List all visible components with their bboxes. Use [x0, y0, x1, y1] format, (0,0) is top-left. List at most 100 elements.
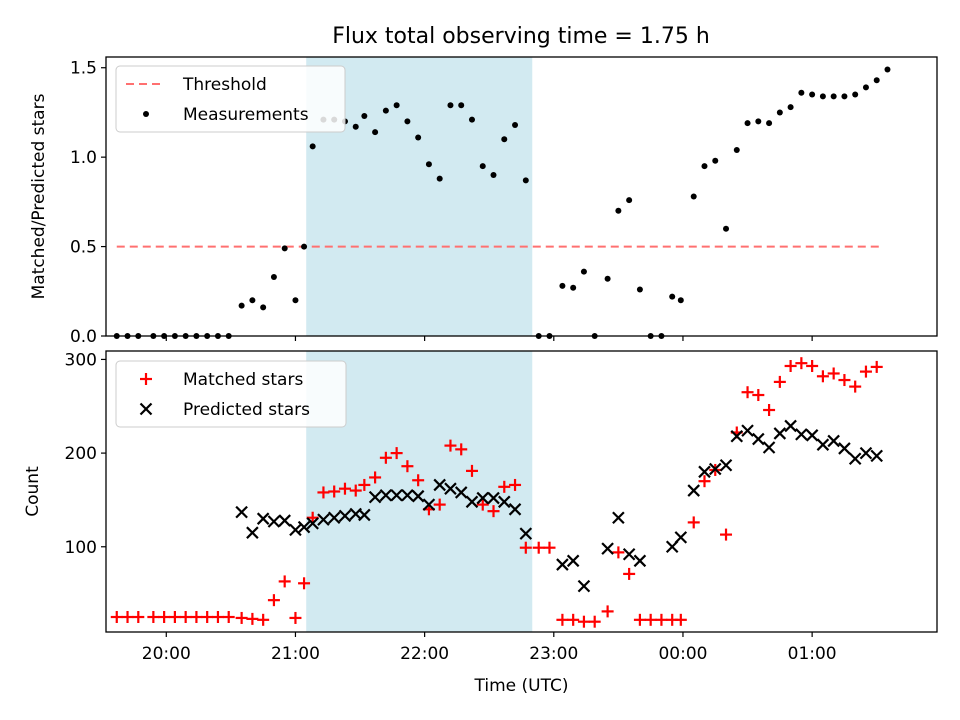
predicted-star-marker: [465, 495, 479, 509]
bottom-panel: 100 200 300 20:00 21:00 22:00 23:00 00:00 01:00 C…: [23, 350, 938, 696]
matched-star-marker: [633, 613, 646, 626]
predicted-star-marker: [235, 505, 248, 519]
matched-star-marker: [816, 370, 829, 383]
predicted-star-marker: [519, 527, 533, 540]
x-stroke-b: [816, 438, 830, 451]
y-tick-label: 100: [65, 538, 97, 558]
x-stroke-b: [687, 484, 701, 497]
x-stroke-b: [422, 498, 436, 511]
x-tick-label: 01:00: [788, 644, 837, 664]
x-stroke-b: [519, 527, 533, 540]
matched-star-marker: [612, 546, 625, 559]
predicted-star-marker: [411, 489, 425, 503]
matched-star-marker: [795, 357, 808, 370]
legend-label: Matched stars: [183, 370, 303, 390]
predicted-star-marker: [730, 429, 744, 443]
measurement-point: [458, 102, 465, 109]
matched-star-marker: [577, 615, 590, 628]
x-stroke-b: [870, 449, 883, 463]
predicted-star-marker: [278, 514, 291, 527]
x-stroke-b: [454, 486, 468, 499]
x-stroke-b: [433, 478, 446, 492]
measurement-point: [490, 172, 497, 179]
matched-star-marker: [763, 404, 776, 417]
matched-star-marker: [401, 460, 414, 473]
matched-star-marker: [289, 611, 302, 624]
measurement-point: [415, 134, 422, 141]
matched-star-marker: [412, 474, 425, 487]
x-stroke-b: [235, 505, 248, 519]
y-tick-label: 0.5: [70, 238, 97, 258]
predicted-star-marker: [674, 531, 688, 544]
x-stroke-b: [795, 428, 808, 441]
x-stroke-b: [674, 531, 688, 544]
x-stroke-b: [267, 515, 281, 528]
measurement-point: [281, 245, 288, 252]
y-tick-label: 1.5: [70, 59, 97, 79]
legend-box: [115, 65, 346, 133]
legend-label: Measurements: [183, 105, 309, 125]
measurement-point: [841, 93, 848, 100]
matched-star-marker: [567, 613, 580, 626]
measurement-point: [301, 243, 308, 250]
predicted-star-marker: [390, 488, 403, 502]
x-stroke-b: [577, 579, 591, 593]
matched-star-marker: [201, 611, 214, 624]
matched-star-marker: [556, 613, 569, 626]
legend: Threshold Measurements: [115, 65, 346, 133]
matched-star-marker: [741, 386, 754, 399]
predicted-star-marker: [784, 419, 797, 433]
matched-star-marker: [317, 486, 330, 499]
matched-star-marker: [455, 443, 468, 456]
x-tick-label: 21:00: [271, 644, 320, 664]
predicted-star-marker: [633, 554, 647, 568]
predicted-star-marker: [368, 490, 382, 504]
measurement-point: [755, 118, 762, 125]
predicted-star-marker: [827, 434, 840, 448]
predicted-star-marker: [289, 523, 302, 537]
x-stroke-b: [297, 520, 311, 534]
matched-star-marker: [655, 613, 668, 626]
predicted-star-marker: [795, 428, 808, 441]
axes-frame: [105, 350, 938, 633]
matched-star-marker: [246, 612, 259, 625]
predicted-star-marker: [773, 427, 787, 440]
x-stroke-b: [730, 429, 744, 443]
measurement-point: [512, 121, 519, 128]
x-stroke-b: [338, 509, 352, 523]
measurement-point: [447, 102, 454, 109]
matched-star-marker: [784, 359, 797, 372]
matched-star-marker: [369, 471, 382, 484]
matched-star-marker: [110, 611, 123, 624]
matched-star-marker: [720, 528, 733, 541]
predicted-star-marker: [719, 458, 733, 472]
matched-star-marker: [211, 611, 224, 624]
matched-star-marker: [859, 365, 872, 378]
x-stroke-b: [859, 446, 873, 460]
matched-star-marker: [433, 498, 446, 511]
x-stroke-b: [762, 441, 776, 454]
x-stroke-b: [368, 490, 382, 504]
predicted-star-marker: [327, 511, 341, 525]
matched-star-marker: [444, 439, 457, 452]
measurement-point: [292, 297, 299, 304]
predicted-star-marker: [741, 424, 754, 437]
x-tick-label: 22:00: [400, 644, 449, 664]
measurement-point: [372, 129, 379, 136]
measurement-point: [862, 84, 869, 91]
predicted-star-marker: [401, 488, 414, 502]
predicted-star-marker: [422, 498, 436, 511]
predicted-star-marker: [752, 432, 765, 446]
x-stroke-b: [487, 491, 500, 505]
matched-star-marker: [543, 541, 556, 554]
measurement-point: [570, 284, 577, 291]
predicted-star-marker: [870, 449, 883, 463]
matched-star-marker: [870, 360, 883, 373]
x-axis-label: Time (UTC): [474, 676, 569, 696]
matched-star-marker: [190, 611, 203, 624]
x-stroke-b: [805, 429, 819, 442]
measurement-point: [604, 275, 611, 282]
predicted-star-marker: [267, 515, 281, 528]
y-tick-label: 0.0: [70, 327, 97, 347]
